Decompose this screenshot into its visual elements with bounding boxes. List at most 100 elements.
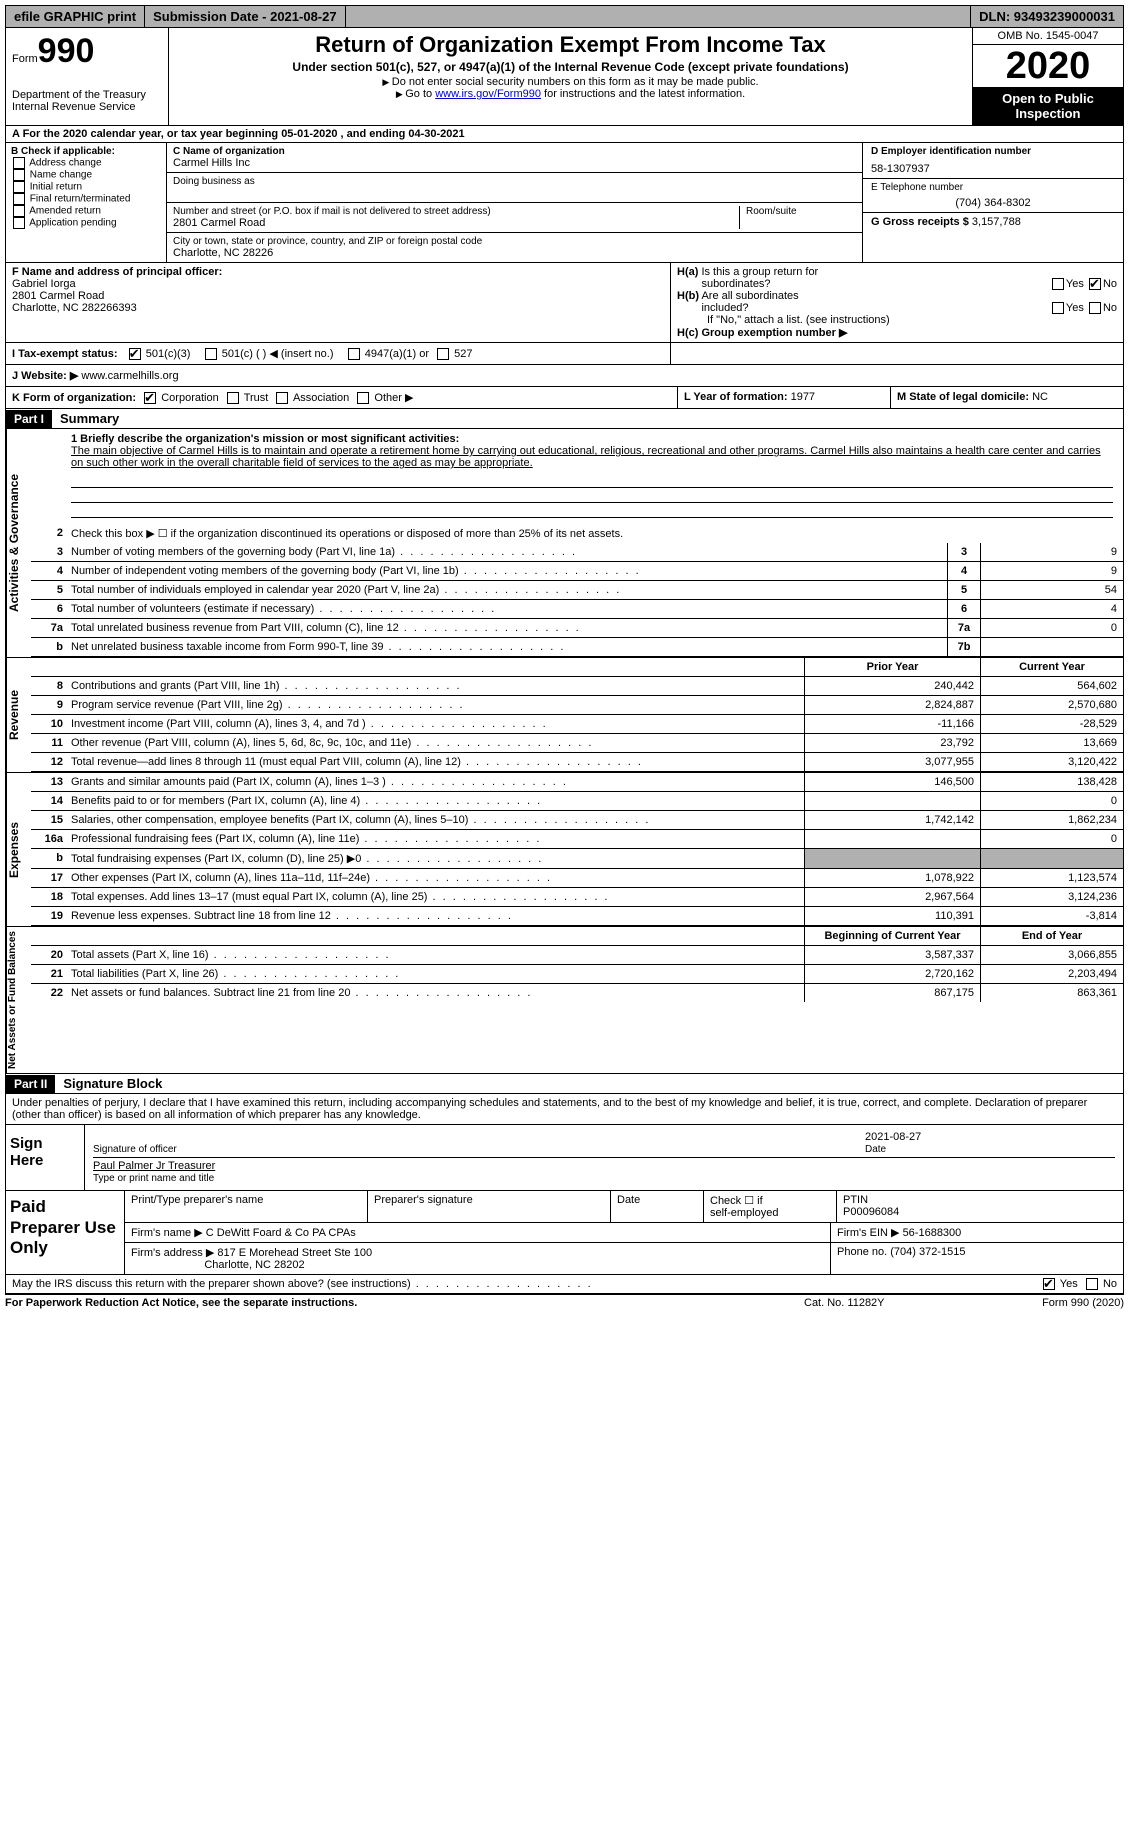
table-row: 10Investment income (Part VIII, column (…: [31, 715, 1123, 734]
firm-addr2: Charlotte, NC 28202: [204, 1259, 304, 1271]
irs-label: Internal Revenue Service: [12, 101, 162, 113]
chk-name: Name change: [11, 169, 161, 181]
dept-treasury: Department of the Treasury: [12, 89, 162, 101]
officer-label: F Name and address of principal officer:: [12, 266, 664, 278]
beg-year-hdr: Beginning of Current Year: [804, 927, 980, 945]
chk-trust[interactable]: [227, 392, 239, 404]
part2-title: Signature Block: [55, 1074, 170, 1093]
hb-yes[interactable]: [1052, 302, 1064, 314]
tax-year: 2020: [973, 45, 1123, 87]
side-expenses: Expenses: [6, 773, 31, 926]
chk-assoc[interactable]: [276, 392, 288, 404]
revenue-section: Revenue Prior Year Current Year 8Contrib…: [5, 657, 1124, 772]
efile-label: efile GRAPHIC print: [6, 6, 145, 27]
chk-4947[interactable]: [348, 348, 360, 360]
table-row: 22Net assets or fund balances. Subtract …: [31, 984, 1123, 1002]
sign-date: 2021-08-27: [865, 1131, 921, 1143]
chk-pending: Application pending: [11, 217, 161, 229]
part2-header: Part II Signature Block: [5, 1074, 1124, 1094]
chk-501c3[interactable]: [129, 348, 141, 360]
discuss-no[interactable]: [1086, 1278, 1098, 1290]
page-footer: For Paperwork Reduction Act Notice, see …: [5, 1294, 1124, 1311]
org-name: Carmel Hills Inc: [173, 157, 856, 169]
chk-initial: Initial return: [11, 181, 161, 193]
chk-501c[interactable]: [205, 348, 217, 360]
declaration: Under penalties of perjury, I declare th…: [5, 1094, 1124, 1125]
preparer-date-hdr: Date: [611, 1191, 704, 1222]
table-row: 12Total revenue—add lines 8 through 11 (…: [31, 753, 1123, 772]
hc-label: H(c) Group exemption number ▶: [677, 327, 847, 339]
ha-no[interactable]: [1089, 278, 1101, 290]
end-year-hdr: End of Year: [980, 927, 1123, 945]
officer-name: Gabriel Iorga: [12, 278, 664, 290]
year-formation: 1977: [791, 391, 815, 403]
officer-addr2: Charlotte, NC 282266393: [12, 302, 664, 314]
firm-addr-label: Firm's address ▶: [131, 1247, 214, 1259]
discuss-question: May the IRS discuss this return with the…: [12, 1278, 1041, 1290]
omb-number: OMB No. 1545-0047: [973, 28, 1123, 45]
side-netassets: Net Assets or Fund Balances: [6, 927, 31, 1073]
gross-label: G Gross receipts $: [871, 216, 969, 228]
part1-header: Part I Summary: [5, 409, 1124, 429]
irs-link[interactable]: www.irs.gov/Form990: [435, 88, 541, 100]
hb-no[interactable]: [1089, 302, 1101, 314]
h-note: If "No," attach a list. (see instruction…: [677, 314, 1117, 326]
table-row: 6Total number of volunteers (estimate if…: [31, 600, 1123, 619]
chk-address: Address change: [11, 157, 161, 169]
table-row: 16aProfessional fundraising fees (Part I…: [31, 830, 1123, 849]
form-subtitle: Under section 501(c), 527, or 4947(a)(1)…: [177, 60, 964, 74]
ptin-value: P00096084: [843, 1206, 899, 1218]
table-row: 8Contributions and grants (Part VIII, li…: [31, 677, 1123, 696]
city-state-zip: Charlotte, NC 28226: [173, 247, 856, 259]
hb-label: H(b): [677, 290, 699, 302]
officer-block: F Name and address of principal officer:…: [5, 263, 1124, 343]
briefly-label: 1 Briefly describe the organization's mi…: [71, 433, 459, 445]
sig-officer-label: Signature of officer: [93, 1144, 177, 1155]
firm-addr1: 817 E Morehead Street Ste 100: [217, 1247, 372, 1259]
addr-label: Number and street (or P.O. box if mail i…: [173, 206, 733, 217]
table-row: 11Other revenue (Part VIII, column (A), …: [31, 734, 1123, 753]
dln: DLN: 93493239000031: [970, 6, 1123, 27]
exempt-label: I Tax-exempt status:: [12, 348, 118, 360]
website-row: J Website: ▶ www.carmelhills.org: [5, 365, 1124, 387]
paperwork-notice: For Paperwork Reduction Act Notice, see …: [5, 1297, 804, 1309]
side-revenue: Revenue: [6, 658, 31, 772]
table-row: 17Other expenses (Part IX, column (A), l…: [31, 869, 1123, 888]
part1-title: Summary: [52, 409, 127, 428]
chk-527[interactable]: [437, 348, 449, 360]
table-row: 21Total liabilities (Part X, line 26)2,7…: [31, 965, 1123, 984]
top-bar: efile GRAPHIC print Submission Date - 20…: [5, 5, 1124, 28]
discuss-yes[interactable]: [1043, 1278, 1055, 1290]
org-info-block: B Check if applicable: Address change Na…: [5, 143, 1124, 263]
netassets-section: Net Assets or Fund Balances Beginning of…: [5, 926, 1124, 1074]
chk-other[interactable]: [357, 392, 369, 404]
street-address: 2801 Carmel Road: [173, 217, 733, 229]
table-row: 7aTotal unrelated business revenue from …: [31, 619, 1123, 638]
table-row: 20Total assets (Part X, line 16)3,587,33…: [31, 946, 1123, 965]
ha-yes[interactable]: [1052, 278, 1064, 290]
room-label: Room/suite: [746, 206, 856, 217]
open-public: Open to Public Inspection: [973, 87, 1123, 125]
current-year-hdr: Current Year: [980, 658, 1123, 676]
firm-name-label: Firm's name ▶: [131, 1227, 203, 1239]
ssn-note: Do not enter social security numbers on …: [177, 76, 964, 88]
website-label: J Website: ▶: [12, 370, 78, 382]
form-title: Return of Organization Exempt From Incom…: [177, 32, 964, 58]
firm-phone: (704) 372-1515: [890, 1246, 965, 1258]
chk-final: Final return/terminated: [11, 193, 161, 205]
table-row: 18Total expenses. Add lines 13–17 (must …: [31, 888, 1123, 907]
table-row: bNet unrelated business taxable income f…: [31, 638, 1123, 657]
paid-preparer-block: Paid Preparer Use Only Print/Type prepar…: [5, 1191, 1124, 1275]
name-title-label: Type or print name and title: [93, 1173, 214, 1184]
form-org-label: K Form of organization:: [12, 392, 136, 404]
prior-year-hdr: Prior Year: [804, 658, 980, 676]
tax-year-range: A For the 2020 calendar year, or tax yea…: [5, 126, 1124, 143]
sign-here-label: Sign Here: [6, 1125, 85, 1190]
preparer-name-hdr: Print/Type preparer's name: [125, 1191, 368, 1222]
chk-corp[interactable]: [144, 392, 156, 404]
goto-pre: Go to: [405, 88, 435, 100]
cat-no: Cat. No. 11282Y: [804, 1297, 984, 1309]
part2-bar: Part II: [6, 1075, 55, 1093]
ein-label: D Employer identification number: [871, 146, 1115, 157]
officer-printed: Paul Palmer Jr Treasurer: [93, 1160, 215, 1172]
